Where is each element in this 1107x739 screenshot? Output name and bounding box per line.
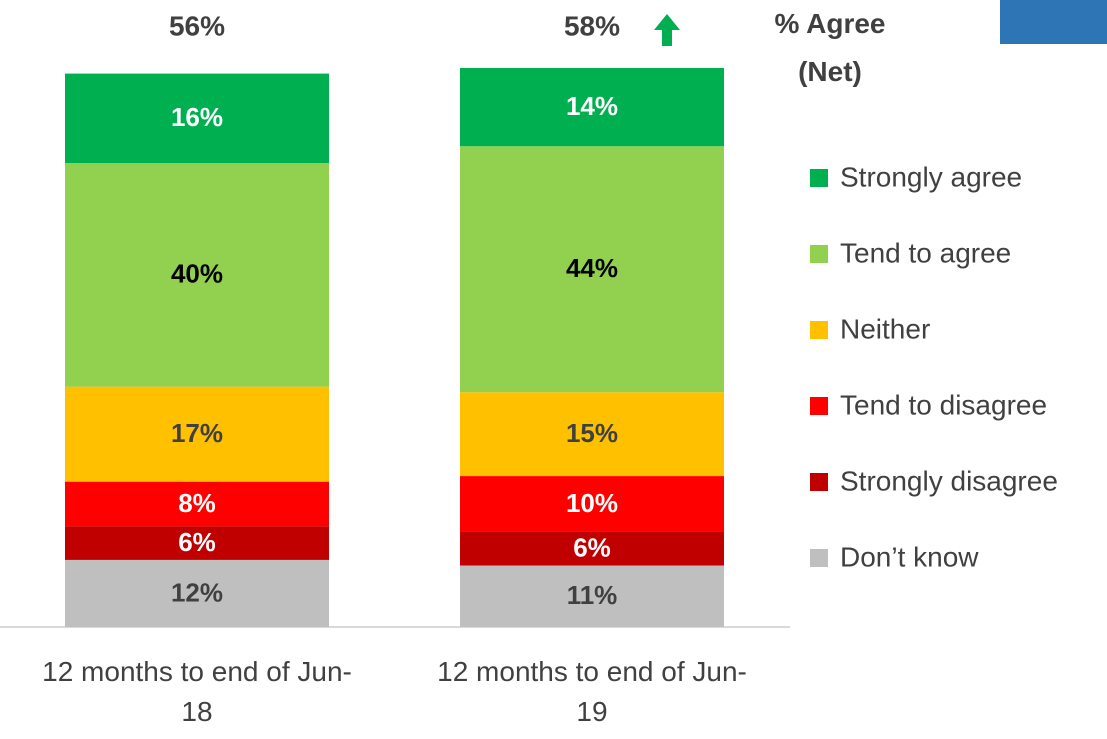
legend-label: Strongly agree bbox=[840, 161, 1022, 192]
legend-swatch bbox=[810, 321, 828, 339]
legend-label: Don’t know bbox=[840, 541, 979, 572]
data-label: 11% bbox=[567, 580, 618, 610]
data-label: 14% bbox=[566, 91, 618, 121]
bar-segment bbox=[65, 386, 329, 482]
legend-swatch bbox=[810, 245, 828, 263]
bar-segment bbox=[460, 68, 724, 147]
bar-segment bbox=[65, 73, 329, 164]
bar-segment bbox=[65, 526, 329, 560]
data-label: 12% bbox=[171, 577, 223, 607]
bar-segment bbox=[460, 531, 724, 566]
bar-segment bbox=[460, 146, 724, 393]
bar-segment bbox=[65, 559, 329, 627]
data-label: 15% bbox=[566, 418, 618, 448]
legend-swatch bbox=[810, 549, 828, 567]
data-label: 16% bbox=[171, 102, 223, 132]
chart-title: % Agree (Net) bbox=[774, 8, 886, 87]
up-arrow bbox=[654, 14, 680, 46]
x-tick-label: 12 months to end of Jun-19 bbox=[437, 656, 747, 727]
legend-label: Tend to disagree bbox=[840, 389, 1047, 420]
bar-segment bbox=[460, 476, 724, 532]
data-label: 10% bbox=[566, 488, 618, 518]
legend-swatch bbox=[810, 397, 828, 415]
data-label: 44% bbox=[566, 253, 618, 283]
legend-label: Strongly disagree bbox=[840, 465, 1058, 496]
data-label: 17% bbox=[171, 418, 223, 448]
legend-swatch bbox=[810, 473, 828, 491]
net-label: 56% bbox=[169, 10, 225, 41]
legend-label: Neither bbox=[840, 313, 930, 344]
bar-segment bbox=[460, 565, 724, 627]
data-label: 6% bbox=[573, 533, 611, 563]
data-label: 8% bbox=[178, 488, 216, 518]
bar-segment bbox=[460, 392, 724, 477]
net-label: 58% bbox=[564, 10, 620, 41]
legend-swatch bbox=[810, 169, 828, 187]
bar-segment bbox=[65, 163, 329, 387]
data-label: 6% bbox=[178, 527, 216, 557]
x-tick-label: 12 months to end of Jun-18 bbox=[42, 656, 352, 727]
legend-label: Tend to agree bbox=[840, 237, 1011, 268]
data-label: 40% bbox=[171, 259, 223, 289]
bar-segment bbox=[65, 481, 329, 527]
decor-box bbox=[1000, 0, 1107, 44]
